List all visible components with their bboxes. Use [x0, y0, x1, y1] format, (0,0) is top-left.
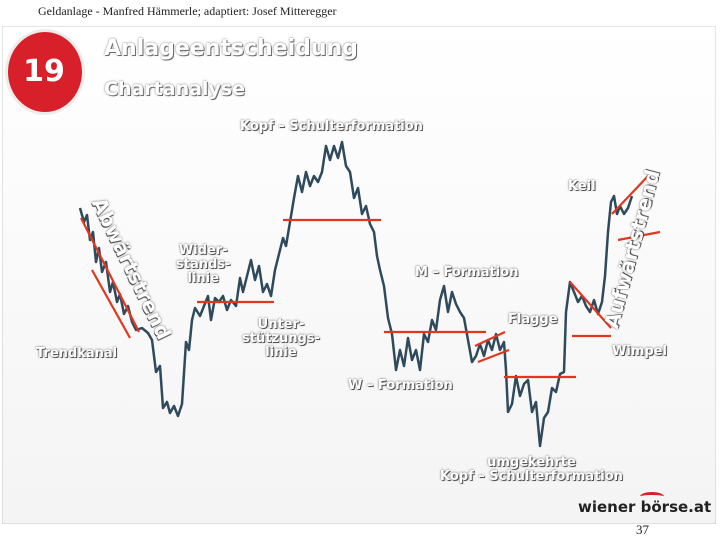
- label-m-formation: M – Formation: [415, 265, 519, 280]
- page-number: 37: [636, 522, 649, 537]
- wedge-upper-line: [611, 175, 649, 215]
- label-flagge: Flagge: [508, 312, 558, 327]
- label-kopf-schulterformation: Kopf – Schulterformation: [240, 119, 423, 134]
- trend-channel-lower-line: [91, 269, 131, 339]
- label-unterstuetzungslinie: Unter- stützungs- linie: [242, 317, 320, 360]
- marker-lines: [80, 175, 661, 379]
- flag-lower-line: [477, 348, 510, 364]
- label-umgekehrte-kopf-schulterformation: umgekehrte Kopf – Schulterformation: [440, 455, 623, 484]
- label-trendkanal: Trendkanal: [36, 346, 118, 361]
- label-wimpel: Wimpel: [612, 344, 667, 359]
- trend-channel-upper-line: [80, 217, 140, 333]
- logo-wiener-boerse: wiener börse.at: [578, 498, 712, 516]
- slide-background: [2, 26, 716, 524]
- label-keil: Keil: [568, 179, 596, 194]
- price-line: [78, 140, 634, 448]
- label-w-formation: W – Formation: [348, 378, 453, 393]
- source-caption: Geldanlage - Manfred Hämmerle; adaptiert…: [38, 4, 337, 18]
- pennant-upper-line: [569, 281, 612, 329]
- slide-number-badge: [8, 32, 82, 112]
- flag-upper-line: [474, 331, 506, 347]
- wedge-lower-line: [617, 230, 661, 242]
- slide-number: 19: [23, 54, 65, 89]
- slide: [2, 26, 716, 524]
- slide-title: Anlageentscheidung: [104, 36, 358, 61]
- label-widerstandslinie: Wider- stands- linie: [176, 243, 231, 286]
- logo-swoosh-icon: [640, 492, 664, 501]
- slide-subtitle: Chartanalyse: [104, 78, 246, 100]
